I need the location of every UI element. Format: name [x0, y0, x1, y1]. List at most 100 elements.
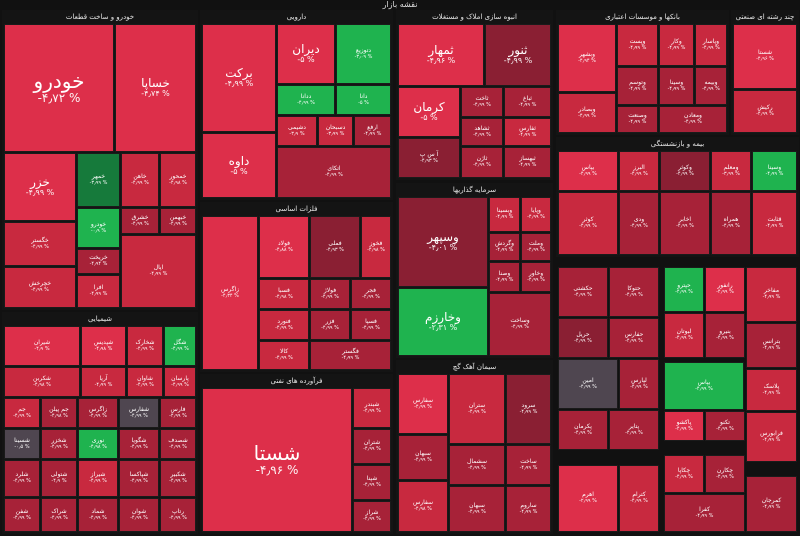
tile-misc-ap[interactable]: کترام -۴٫۹۹ %: [619, 465, 659, 532]
tile-sabet2[interactable]: ساروم -۴٫۹۹ %: [506, 486, 551, 532]
tile-misc-e[interactable]: رکیش -۴٫۹۹ %: [733, 90, 797, 133]
tile-parsan[interactable]: پارسان -۴٫۹۹ %: [164, 367, 196, 397]
tile-shasta[interactable]: شستا -۴٫۹۶ %: [202, 388, 352, 532]
tile-misc-ad[interactable]: لپارس -۴٫۹۹ %: [619, 359, 659, 409]
tile-vpasar[interactable]: وپاسار -۴٫۹۹ %: [695, 24, 727, 66]
tile-misc-ac[interactable]: امین -۴٫۹۹ %: [558, 359, 618, 409]
tile-fzar[interactable]: فزر -۴٫۹۹ %: [310, 310, 350, 340]
tile-shpdis[interactable]: شپدیس -۴٫۹۸ %: [81, 326, 126, 366]
tile-ref-shtran[interactable]: شتران -۴٫۹۹ %: [353, 429, 391, 464]
tile-fkhoz[interactable]: فخوز -۴٫۹۸ %: [361, 216, 391, 278]
tile-khtovoq[interactable]: خاهن -۴٫۹۹ %: [121, 153, 159, 207]
tile-ftor[interactable]: فارس -۴٫۹۹ %: [160, 398, 196, 428]
tile-misc-x[interactable]: حریل -۴٫۹۹ %: [558, 318, 608, 358]
tile-fnvard[interactable]: فنورد -۴٫۹۹ %: [259, 310, 309, 340]
tile-thmehar[interactable]: ثمهار -۴٫۹۶ %: [398, 24, 484, 86]
tile-khbahman[interactable]: خبهمن -۴٫۹۹ %: [160, 208, 196, 234]
tile-misc-z[interactable]: حپترو -۴٫۹۹ %: [664, 267, 704, 312]
tile-shpkson[interactable]: شپاکسا -۴٫۹۹ %: [119, 460, 159, 497]
tile-misc-i[interactable]: قثابت -۴٫۹۹ %: [752, 192, 797, 255]
tile-fkala[interactable]: کالا -۴٫۹۹ %: [259, 341, 309, 370]
tile-inv-vsakht[interactable]: وساخت -۴٫۹۹ %: [489, 293, 551, 356]
tile-misc-at[interactable]: کمرجان -۴٫۹۹ %: [746, 476, 797, 532]
tile-inv-vkhavar[interactable]: وخاور -۴٫۹۹ %: [521, 262, 551, 292]
tile-cns-tbaghe[interactable]: ثباغ -۴٫۹۹ %: [504, 87, 551, 117]
tile-shgoya[interactable]: شگویا -۴٫۹۹ %: [119, 429, 159, 459]
tile-vkar[interactable]: وکار -۴٫۹۹ %: [659, 24, 694, 66]
tile-vsepah[interactable]: وسپهر -۴٫۰۱ %: [398, 197, 488, 287]
tile-fajr[interactable]: فجر -۴٫۹۹ %: [351, 279, 391, 309]
tile-sbhan[interactable]: سبهان -۴٫۹۹ %: [449, 486, 505, 532]
tile-shsadf[interactable]: شصدف -۴٫۹۹ %: [160, 429, 196, 459]
tile-bkosar[interactable]: کوثر -۴٫۹۹ %: [558, 192, 618, 255]
tile-misc-c[interactable]: ارفع -۴٫۹۹ %: [354, 116, 391, 146]
tile-barekat[interactable]: برکت -۴٫۹۹ %: [202, 24, 276, 132]
tile-misc-ao[interactable]: اهرم -۲٫۹۹ %: [558, 465, 618, 532]
tile-bpas[interactable]: بپاس -۴٫۹۹ %: [558, 151, 618, 191]
tile-fmeli[interactable]: فملی -۴٫۹۳ %: [310, 216, 360, 278]
tile-khazar[interactable]: خزر -۴٫۹۹ %: [4, 153, 76, 221]
tile-khnasa[interactable]: خریخت -۴٫۹۴ %: [77, 249, 120, 274]
tile-vbshahr[interactable]: وبشهر -۴٫۹۴ %: [558, 24, 616, 92]
tile-vpost[interactable]: وپست -۴٫۹۹ %: [617, 24, 658, 66]
tile-misc-ar[interactable]: چکارن -۴٫۹۹ %: [705, 455, 745, 493]
tile-shomad[interactable]: شماد -۴٫۹۹ %: [78, 498, 118, 532]
tile-khgostar[interactable]: خگستر -۴٫۹۹ %: [4, 222, 76, 266]
tile-folad[interactable]: فولاد -۴٫۸۸ %: [259, 216, 309, 278]
tile-inv-vsabt[interactable]: وصنا -۴٫۹۹ %: [489, 262, 520, 292]
tile-shavan[interactable]: شاوان -۴٫۹۹ %: [127, 367, 163, 397]
tile-cns-tnvoor[interactable]: ثاخت -۴٫۹۹ %: [461, 87, 503, 117]
tile-inv-vgrdsh[interactable]: وگردش -۴٫۹۹ %: [489, 233, 520, 261]
tile-misc-ai[interactable]: پلاسک -۴٫۹۹ %: [746, 369, 797, 411]
tile-kharak[interactable]: شخارک -۴٫۹۹ %: [127, 326, 163, 366]
tile-cns-tbehsa[interactable]: ثبهساز -۴٫۹۹ %: [504, 147, 551, 178]
tile-khmojaz[interactable]: خمحور -۴٫۹۸ %: [160, 153, 196, 207]
tile-khemehnd[interactable]: خودرو -۰٫۹ %: [77, 208, 120, 248]
tile-vasina[interactable]: وسینا -۴٫۹۹ %: [752, 151, 797, 191]
tile-misc-al[interactable]: پاکشو -۴٫۹۹ %: [664, 411, 704, 441]
tile-shiran[interactable]: شیران -۴٫۹ %: [4, 326, 80, 366]
tile-misc-ag[interactable]: بترانس -۴٫۹۹ %: [746, 323, 797, 368]
tile-vmaden[interactable]: ومعادن -۴٫۹۹ %: [659, 106, 727, 133]
tile-vbimeh[interactable]: وبیمه -۴٫۹۹ %: [695, 67, 727, 105]
tile-khsharq[interactable]: خشرق -۴٫۹۹ %: [121, 208, 159, 234]
tile-vsenf[interactable]: وصنعت -۴٫۹۹ %: [617, 106, 658, 133]
tile-misc-a[interactable]: افرا -۴٫۹۹ %: [77, 275, 120, 308]
tile-arya[interactable]: آریا -۴٫۹۹ %: [81, 367, 126, 397]
tile-khmehvar[interactable]: خمهر -۳٫۹۹ %: [77, 153, 120, 207]
tile-vbanoo[interactable]: ودی -۴٫۹۹ %: [619, 192, 659, 255]
tile-misc-an[interactable]: فرابورس -۴٫۹۹ %: [746, 412, 797, 462]
tile-vsina[interactable]: وسینا -۴٫۹۹ %: [659, 67, 694, 105]
tile-foladgan[interactable]: فولاژ -۴٫۹۹ %: [310, 279, 350, 309]
tile-dsobhan[interactable]: دسبحان -۳٫۹۹ %: [318, 116, 353, 146]
tile-cns-tfars[interactable]: ثفارس -۴٫۹۹ %: [504, 118, 551, 146]
tile-shekbir[interactable]: شکبیر -۴٫۹۹ %: [160, 460, 196, 497]
tile-cmt-sakht[interactable]: ساخت -۴٫۹۹ %: [506, 445, 551, 485]
tile-misc-d[interactable]: اتکای -۴٫۹۹ %: [277, 147, 391, 198]
tile-shkhazar[interactable]: شخزر -۴٫۹۹ %: [41, 429, 77, 459]
tile-nori[interactable]: نوری -۴٫۹۸ %: [78, 429, 118, 459]
tile-khsapa[interactable]: خساپا -۴٫۷۴ %: [115, 24, 196, 152]
tile-misc-ah[interactable]: بپاس -۴٫۹۹ %: [664, 362, 744, 410]
tile-shiran2[interactable]: شیراز -۴٫۹۹ %: [78, 460, 118, 497]
tile-tnovor[interactable]: ثنور -۴٫۹۹ %: [485, 24, 551, 86]
tile-misc-y[interactable]: حفارس -۴٫۹۹ %: [609, 318, 659, 358]
tile-shasta[interactable]: شستا -۴٫۹۶ %: [733, 24, 797, 89]
tile-khamehdi[interactable]: خچرخش -۴٫۹۹ %: [4, 267, 76, 308]
tile-dshimi[interactable]: دشیمی -۳٫۹ %: [277, 116, 317, 146]
tile-shlrd[interactable]: شلرد -۴٫۹۹ %: [4, 460, 40, 497]
tile-shtoli[interactable]: شتولی -۴٫۹ %: [41, 460, 77, 497]
tile-fsepa[interactable]: فسپا -۴٫۹۹ %: [351, 310, 391, 340]
tile-misc-f[interactable]: رتاپ -۴٫۹۹ %: [160, 498, 196, 532]
tile-jam[interactable]: جم -۴٫۹۹ %: [4, 398, 40, 428]
tile-jampilen[interactable]: جم پیلن -۴٫۹۸ %: [41, 398, 77, 428]
tile-shwan[interactable]: شوان -۴٫۹۹ %: [119, 498, 159, 532]
tile-zagros[interactable]: زاگرس -۴٫۳۴ %: [202, 216, 258, 370]
tile-misc-aq[interactable]: چکاپا -۴٫۹۹ %: [664, 455, 704, 493]
tile-misc-g[interactable]: اخابر -۴٫۹۹ %: [660, 192, 710, 255]
tile-sefars[interactable]: سفارس -۴٫۹۸ %: [398, 481, 448, 532]
tile-cmt-sfars[interactable]: سفارس -۴٫۹۹ %: [398, 374, 448, 434]
tile-fgst[interactable]: فگستر -۴٫۹۹ %: [310, 341, 391, 370]
tile-misc-am[interactable]: تکنو -۴٫۹۹ %: [705, 411, 745, 441]
tile-inv-vmolat[interactable]: وملت -۴٫۹۹ %: [521, 233, 551, 261]
